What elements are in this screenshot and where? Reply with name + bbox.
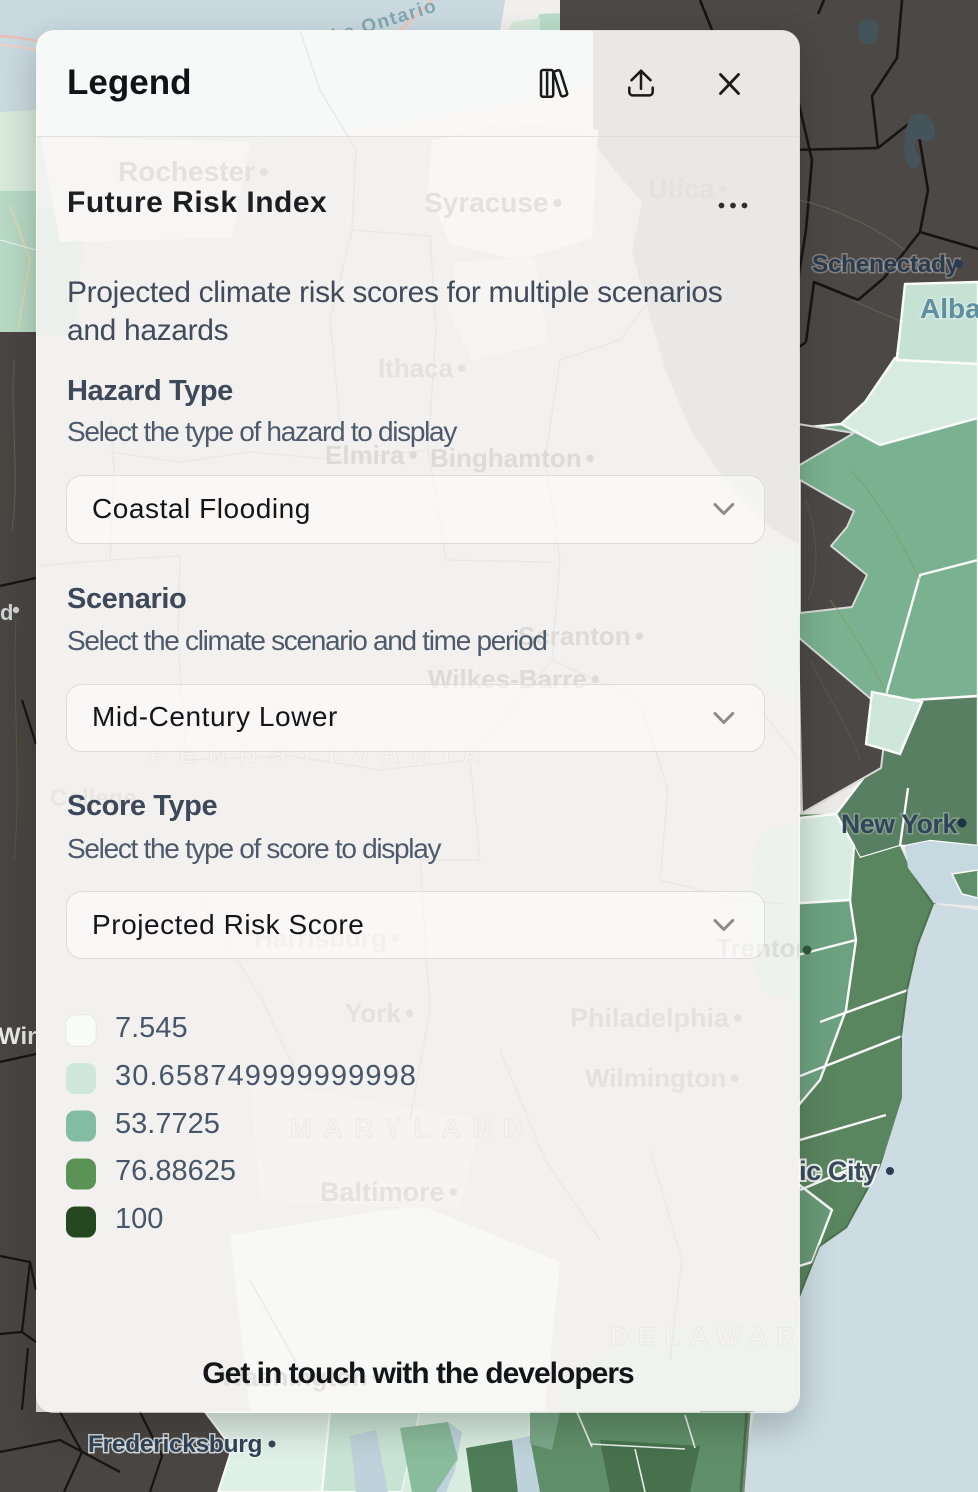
svg-text:Binghamton•: Binghamton • xyxy=(430,443,595,473)
svg-text:Washington•: Washington • xyxy=(220,1362,381,1392)
svg-text:d: d xyxy=(0,600,13,625)
svg-text:DELAWARE: DELAWARE xyxy=(610,1323,832,1351)
svg-text:Ithaca•: Ithaca • xyxy=(378,353,466,383)
svg-text:College: College xyxy=(50,785,137,812)
svg-text:Wilmington•: Wilmington • xyxy=(585,1063,739,1093)
svg-text:Albany: Albany xyxy=(920,293,978,324)
svg-text:Philadelphia•: Philadelphia • xyxy=(570,1003,743,1033)
svg-text:Fredericksburg: Fredericksburg xyxy=(88,1431,262,1458)
svg-text:Rochester•: Rochester • xyxy=(118,156,269,187)
svg-text:New York: New York xyxy=(841,809,957,839)
svg-text:Scranton•: Scranton • xyxy=(518,621,644,651)
svg-text:Schenectady: Schenectady xyxy=(812,251,960,278)
svg-text:Baltimore•: Baltimore • xyxy=(320,1177,458,1207)
svg-text:MARYLAND: MARYLAND xyxy=(290,1113,534,1143)
svg-text:Elmira•: Elmira • xyxy=(325,440,418,470)
svg-text:Syracuse•: Syracuse • xyxy=(424,187,562,218)
